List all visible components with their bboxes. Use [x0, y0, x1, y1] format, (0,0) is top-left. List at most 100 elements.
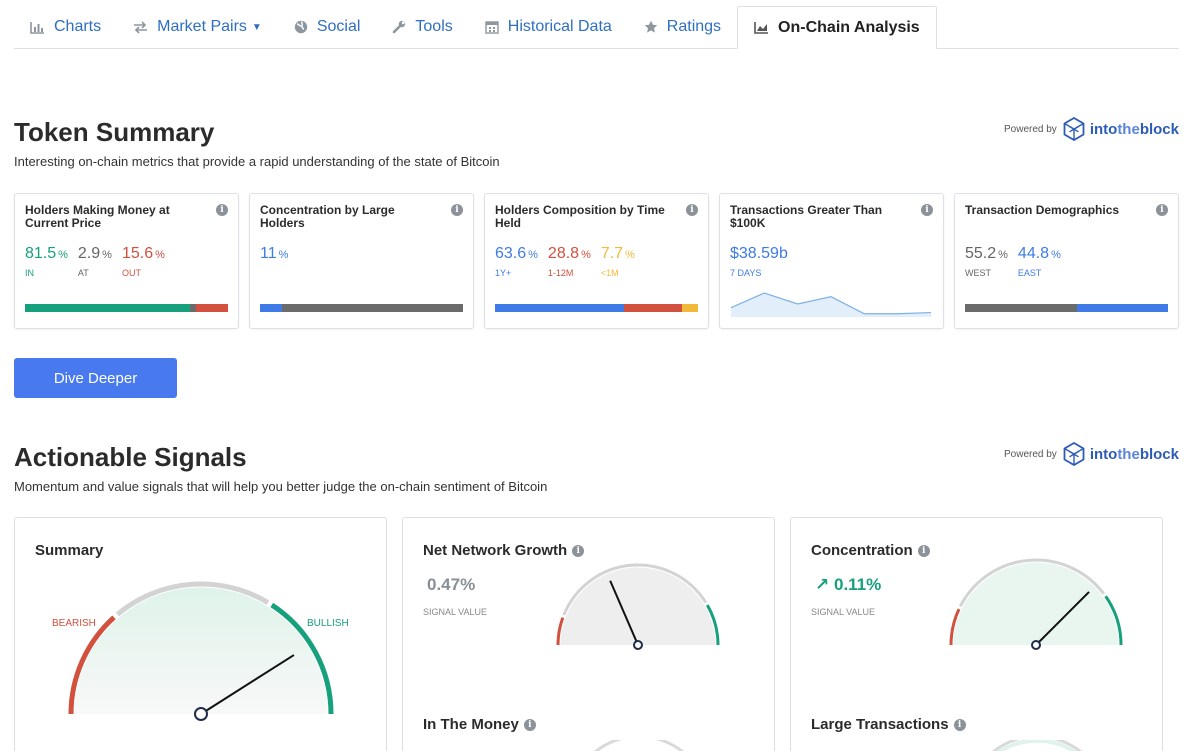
info-icon[interactable]: i: [451, 204, 463, 216]
tab-ratings[interactable]: Ratings: [628, 6, 737, 48]
gauge-neutral-arc: [958, 558, 1106, 608]
card-holders-composition[interactable]: Holders Composition by Time Held i 63.6%…: [484, 193, 709, 329]
gauge-bearish-arc: [949, 608, 961, 646]
token-summary-title: Token Summary: [14, 117, 215, 147]
cube-logo-icon: [1063, 117, 1085, 141]
tab-market-pairs[interactable]: Market Pairs ▼: [117, 6, 278, 48]
cube-logo-icon: [1063, 442, 1085, 466]
distribution-bar: [260, 304, 463, 312]
gauge-bullish-arc: [1104, 595, 1123, 646]
info-icon[interactable]: i: [216, 204, 228, 216]
card-title: Transaction Demographics: [965, 203, 1120, 217]
panel-title: Summary: [35, 542, 104, 559]
card-concentration-large-holders[interactable]: Concentration by Large Holders i 11%: [249, 193, 474, 329]
value-1-12m: 28.8% 1-12M: [547, 245, 591, 278]
powered-by[interactable]: Powered by into the block: [1004, 117, 1179, 141]
sparkline-line: [730, 292, 932, 315]
gauge-hub: [194, 707, 208, 721]
wrench-icon: [392, 20, 406, 34]
bar-chart-icon: [30, 21, 45, 34]
gauge-needle: [1035, 591, 1090, 646]
dive-deeper-button[interactable]: Dive Deeper: [14, 358, 177, 398]
gauge-bullish-arc: [705, 604, 720, 646]
gauge-needle: [609, 580, 639, 646]
actionable-signals-title: Actionable Signals: [14, 442, 247, 472]
tab-on-chain-analysis[interactable]: On-Chain Analysis: [737, 6, 937, 49]
info-icon[interactable]: i: [572, 544, 585, 557]
card-transaction-demographics[interactable]: Transaction Demographics i 55.2% WEST 44.…: [954, 193, 1179, 329]
gauge-hub: [633, 640, 643, 650]
bar-segment: [260, 304, 283, 312]
gauge-needle: [200, 654, 295, 715]
tab-historical-data[interactable]: Historical Data: [469, 6, 628, 48]
signal-value: 0.47%: [427, 575, 476, 594]
panel-summary: Summary BEARISH BULLISH: [14, 517, 387, 751]
value-1m: 7.7% <1M: [600, 245, 635, 278]
tab-tools[interactable]: Tools: [376, 6, 468, 48]
signal-value-label: SIGNAL VALUE: [811, 607, 876, 617]
calendar-icon: [485, 20, 499, 34]
signal-value: ↗ 0.11%: [815, 575, 882, 594]
actionable-signals-subtitle: Momentum and value signals that will hel…: [14, 479, 548, 494]
bar-segment: [196, 304, 228, 312]
intotheblock-logo: into the block: [1063, 117, 1179, 141]
value-west: 55.2% WEST: [965, 245, 1008, 278]
value-at: 2.9% AT: [77, 245, 112, 278]
value-concentration: 11%: [260, 245, 289, 262]
sparkline-chart: [730, 292, 932, 317]
card-holders-making-money[interactable]: Holders Making Money at Current Price i …: [14, 193, 239, 329]
in-the-money-gauge-top: [594, 740, 684, 751]
info-icon[interactable]: i: [1156, 204, 1168, 216]
gauge-bearish-arc: [68, 615, 116, 715]
area-chart-icon: [754, 21, 769, 34]
bar-segment: [682, 304, 698, 312]
info-icon[interactable]: i: [523, 718, 536, 731]
value-volume: $38.59b 7 DAYS: [730, 245, 788, 278]
info-icon[interactable]: i: [686, 204, 698, 216]
bar-segment: [965, 304, 1078, 312]
card-transactions-100k[interactable]: Transactions Greater Than $100K i $38.59…: [719, 193, 944, 329]
signal-value-label: SIGNAL VALUE: [423, 607, 488, 617]
powered-by-text: Powered by: [1004, 123, 1057, 135]
tab-label: Market Pairs: [157, 18, 247, 35]
distribution-bar: [965, 304, 1168, 312]
distribution-bar: [25, 304, 228, 312]
bar-segment: [495, 304, 624, 312]
info-icon[interactable]: i: [953, 718, 966, 731]
panel-title: Concentration i: [811, 542, 930, 559]
net-network-gauge: [556, 563, 720, 650]
gauge-bearish-arc: [556, 617, 565, 646]
tab-label: Historical Data: [507, 18, 612, 35]
gauge-neutral-arc: [562, 563, 708, 616]
card-title: Concentration by Large Holders: [260, 203, 395, 230]
card-title: Holders Composition by Time Held: [495, 203, 665, 230]
arrow-up-right-icon: ↗: [815, 575, 830, 594]
bullish-label: BULLISH: [307, 618, 349, 629]
powered-by[interactable]: Powered by into the block: [1004, 442, 1179, 466]
info-icon[interactable]: i: [921, 204, 933, 216]
tab-label: On-Chain Analysis: [778, 18, 920, 36]
gauge-bullish-arc: [270, 602, 334, 715]
tab-label: Social: [316, 18, 361, 35]
tab-label: Ratings: [666, 18, 722, 35]
bar-segment: [623, 304, 683, 312]
panel-title-in-the-money: In The Money i: [423, 716, 536, 733]
tab-charts[interactable]: Charts: [14, 6, 117, 48]
gauge-face: [560, 567, 716, 645]
gauge-hub: [1031, 640, 1041, 650]
info-icon[interactable]: i: [917, 544, 930, 557]
token-summary-subtitle: Interesting on-chain metrics that provid…: [14, 154, 500, 169]
tab-label: Charts: [54, 18, 102, 35]
panel-concentration: Concentration i ↗ 0.11% SIGNAL VALUE Larg…: [790, 517, 1163, 751]
bar-segment: [282, 304, 463, 312]
concentration-gauge: [949, 558, 1123, 650]
summary-gauge: BEARISH BULLISH: [52, 581, 349, 721]
tab-social[interactable]: Social: [278, 6, 377, 48]
bar-segment: [190, 304, 197, 312]
value-east: 44.8% EAST: [1017, 245, 1061, 278]
value-in: 81.5% IN: [25, 245, 68, 278]
powered-by-text: Powered by: [1004, 448, 1057, 460]
bar-segment: [25, 304, 191, 312]
tab-label: Tools: [415, 18, 453, 35]
large-transactions-gauge-top: [992, 740, 1082, 751]
